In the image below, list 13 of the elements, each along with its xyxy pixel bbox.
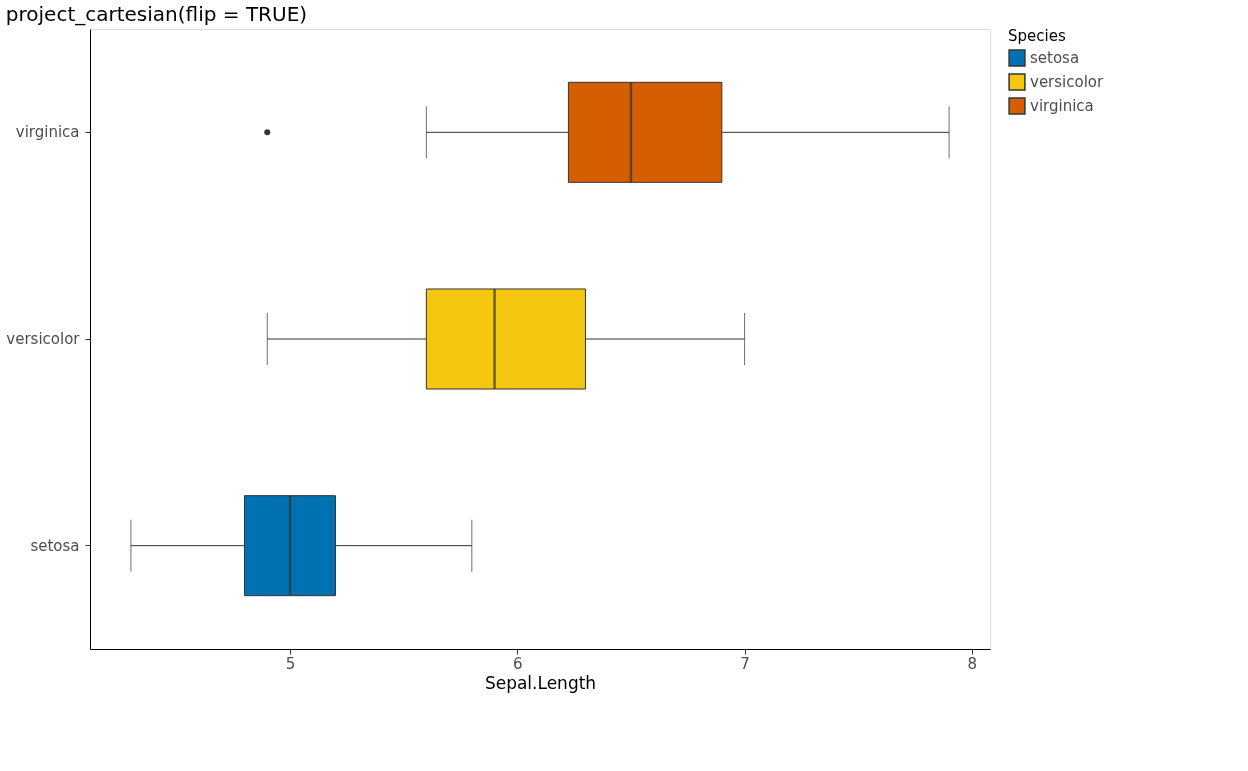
x-tick-label: 5	[285, 654, 296, 673]
x-tick-label: 7	[740, 654, 750, 673]
x-tick-label: 8	[967, 654, 978, 673]
y-tick-label: versicolor	[6, 330, 81, 348]
legend-label: virginica	[1030, 97, 1094, 115]
chart-title: project_cartesian(flip = TRUE)	[5, 2, 308, 26]
y-tick-label: virginica	[15, 123, 80, 142]
legend-label: setosa	[1030, 49, 1080, 67]
x-tick-label: 6	[513, 654, 523, 673]
x-axis-title: Sepal.Length	[484, 672, 597, 693]
y-tick-label: setosa	[30, 536, 80, 555]
legend-label: versicolor	[1030, 73, 1105, 91]
legend-title: Species	[1008, 27, 1066, 45]
